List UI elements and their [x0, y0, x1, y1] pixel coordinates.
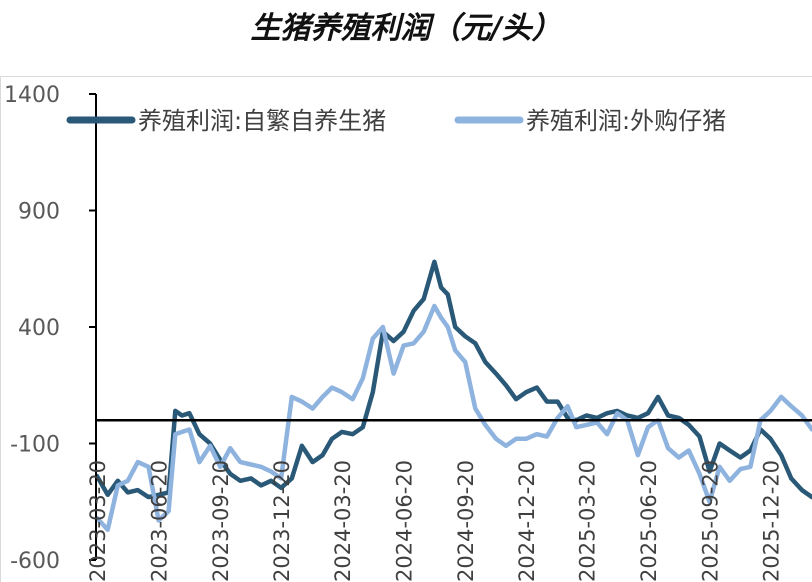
x-tick-label: 2023-12-20 — [270, 460, 294, 582]
x-tick-label: 2024-03-20 — [331, 460, 355, 582]
series-group — [94, 259, 812, 532]
chart-area — [0, 76, 812, 582]
x-tick-label: 2025-06-20 — [637, 460, 661, 582]
x-tick-label: 2023-03-20 — [86, 460, 110, 582]
y-tick-label: -600 — [10, 549, 60, 574]
x-tick-label: 2024-09-20 — [454, 460, 478, 582]
x-tick-label: 2025-03-20 — [575, 460, 599, 582]
x-tick-label: 2024-06-20 — [393, 460, 417, 582]
legend-label-2: 养殖利润:外购仔猪 — [526, 107, 726, 135]
x-tick-label: 2023-06-20 — [148, 460, 172, 582]
x-tick-label: 2025-09-20 — [699, 460, 723, 582]
y-tick-label: 400 — [18, 316, 60, 341]
y-tick-label: -100 — [10, 433, 60, 458]
x-tick-label: 2025-12-20 — [760, 460, 784, 582]
legend: 养殖利润:自繁自养生猪 养殖利润:外购仔猪 — [66, 107, 726, 135]
series-line-2 — [94, 303, 812, 532]
axes-group: 1400 900 400 -100 -600 2023-03-20 2023-06-20 20… — [4, 83, 812, 582]
x-tick-label: 2023-09-20 — [209, 460, 233, 582]
y-tick-label: 1400 — [4, 83, 60, 108]
chart-title: 生猪养殖利润（元/头） — [250, 11, 562, 46]
series-line-1 — [94, 259, 812, 500]
legend-label-1: 养殖利润:自繁自养生猪 — [138, 107, 386, 135]
x-tick-label: 2024-12-20 — [515, 460, 539, 582]
y-tick-label: 900 — [18, 200, 60, 225]
